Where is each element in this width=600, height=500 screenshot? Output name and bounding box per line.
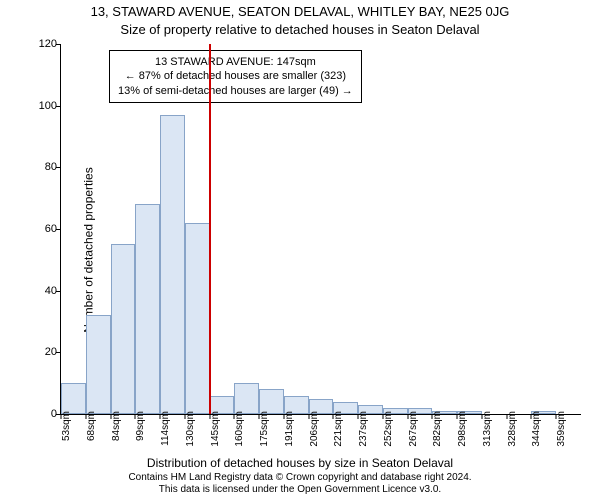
marker-line xyxy=(209,44,211,414)
y-tick-mark xyxy=(56,44,61,45)
x-tick-label: 191sqm xyxy=(284,411,295,447)
page-title: 13, STAWARD AVENUE, SEATON DELAVAL, WHIT… xyxy=(0,4,600,19)
chart-container: 13, STAWARD AVENUE, SEATON DELAVAL, WHIT… xyxy=(0,0,600,500)
histogram-bar xyxy=(61,383,86,414)
histogram-bar xyxy=(135,204,160,414)
chart-subtitle: Size of property relative to detached ho… xyxy=(0,22,600,37)
x-tick-label: 84sqm xyxy=(111,411,122,441)
y-tick-label: 80 xyxy=(23,161,57,173)
x-axis-label: Distribution of detached houses by size … xyxy=(0,456,600,470)
y-tick-mark xyxy=(56,229,61,230)
x-tick-label: 221sqm xyxy=(333,411,344,447)
annotation-line3: 13% of semi-detached houses are larger (… xyxy=(118,84,353,98)
histogram-bar xyxy=(111,244,136,414)
x-tick-label: 328sqm xyxy=(507,411,518,447)
x-tick-label: 175sqm xyxy=(259,411,270,447)
x-tick-label: 359sqm xyxy=(556,411,567,447)
x-tick-label: 267sqm xyxy=(408,411,419,447)
histogram-bar xyxy=(185,223,210,414)
x-tick-label: 313sqm xyxy=(482,411,493,447)
y-tick-mark xyxy=(56,106,61,107)
histogram-bar xyxy=(160,115,185,414)
histogram-bar xyxy=(234,383,259,414)
x-tick-label: 68sqm xyxy=(86,411,97,441)
annotation-line2: ← 87% of detached houses are smaller (32… xyxy=(118,69,353,83)
x-tick-label: 282sqm xyxy=(432,411,443,447)
plot-area: 13 STAWARD AVENUE: 147sqm ← 87% of detac… xyxy=(60,44,581,415)
x-tick-label: 237sqm xyxy=(358,411,369,447)
x-tick-label: 298sqm xyxy=(457,411,468,447)
x-tick-label: 160sqm xyxy=(234,411,245,447)
y-tick-label: 40 xyxy=(23,285,57,297)
credits: Contains HM Land Registry data © Crown c… xyxy=(0,472,600,496)
y-tick-label: 0 xyxy=(23,408,57,420)
histogram-bar xyxy=(86,315,111,414)
x-tick-label: 344sqm xyxy=(531,411,542,447)
x-tick-label: 130sqm xyxy=(185,411,196,447)
marker-annotation: 13 STAWARD AVENUE: 147sqm ← 87% of detac… xyxy=(109,50,362,103)
y-tick-label: 100 xyxy=(23,100,57,112)
annotation-line1: 13 STAWARD AVENUE: 147sqm xyxy=(118,55,353,69)
x-tick-label: 206sqm xyxy=(309,411,320,447)
y-tick-mark xyxy=(56,291,61,292)
y-tick-mark xyxy=(56,352,61,353)
x-tick-label: 53sqm xyxy=(61,411,72,441)
y-tick-label: 60 xyxy=(23,223,57,235)
credits-line2: This data is licensed under the Open Gov… xyxy=(0,484,600,496)
credits-line1: Contains HM Land Registry data © Crown c… xyxy=(0,472,600,484)
x-tick-label: 99sqm xyxy=(135,411,146,441)
x-tick-label: 114sqm xyxy=(160,411,171,446)
y-tick-mark xyxy=(56,167,61,168)
x-tick-label: 145sqm xyxy=(210,411,221,447)
x-tick-label: 252sqm xyxy=(383,411,394,447)
y-tick-label: 120 xyxy=(23,38,57,50)
y-tick-label: 20 xyxy=(23,346,57,358)
